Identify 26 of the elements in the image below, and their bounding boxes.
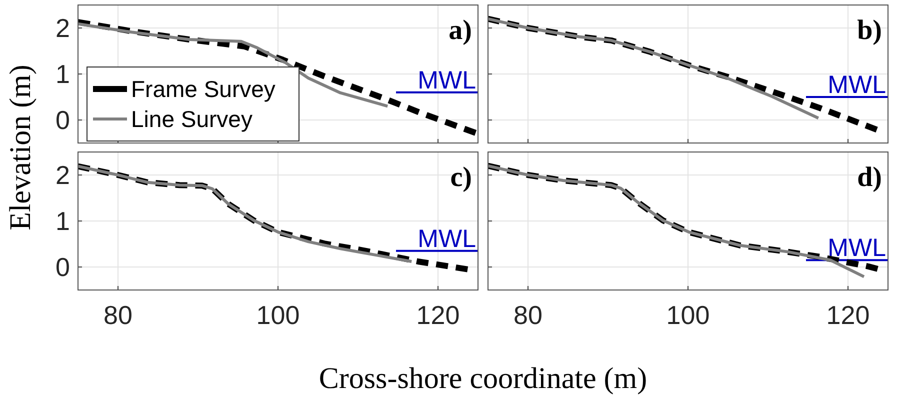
x-tick-label: 80 (514, 300, 542, 330)
annotation: c) (450, 162, 472, 193)
legend-label: Frame Survey (131, 76, 276, 102)
ref-line-label: MWL (418, 224, 476, 253)
y-axis-title: Elevation (m) (4, 64, 37, 230)
y-tick-label: 0 (56, 105, 70, 135)
ref-line-label: MWL (828, 71, 886, 99)
y-tick-label: 1 (56, 206, 70, 236)
y-tick-label: 2 (56, 160, 70, 190)
y-tick-label: 1 (56, 59, 70, 89)
x-tick-label: 100 (256, 300, 300, 330)
annotation: d) (857, 162, 882, 193)
x-tick-label: 120 (416, 300, 460, 330)
annotation: a) (448, 15, 472, 46)
legend-label: Line Survey (131, 106, 253, 132)
ref-line-label: MWL (828, 234, 886, 262)
x-tick-label: 80 (104, 300, 132, 330)
line-series (78, 22, 390, 108)
y-tick-label: 2 (56, 13, 70, 43)
ref-line-label: MWL (418, 66, 476, 94)
x-tick-label: 120 (826, 300, 870, 330)
x-axis-title: Cross-shore coordinate (m) (318, 362, 648, 395)
line-series (78, 164, 414, 263)
x-tick-label: 100 (666, 300, 710, 330)
annotation: b) (857, 15, 882, 46)
y-tick-label: 0 (56, 252, 70, 282)
